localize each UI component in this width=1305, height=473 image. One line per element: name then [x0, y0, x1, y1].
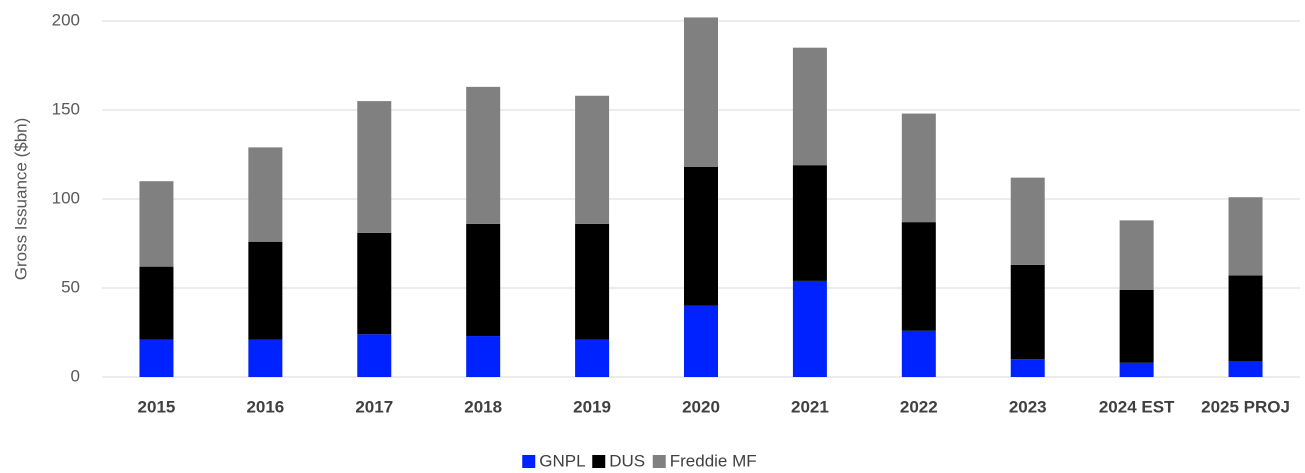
- bar-segment: [139, 339, 174, 377]
- bar-segment: [1228, 275, 1263, 361]
- x-tick-label: 2019: [573, 397, 611, 416]
- x-tick-label: 2018: [464, 397, 502, 416]
- bar-segment: [248, 339, 283, 377]
- bar-segment: [466, 86, 501, 224]
- legend-swatch: [652, 455, 666, 468]
- bar-segment: [792, 47, 827, 166]
- bar-segment: [357, 101, 392, 233]
- y-tick-label: 0: [71, 366, 80, 385]
- y-tick-label: 200: [52, 10, 80, 29]
- x-tick-label: 2021: [791, 397, 829, 416]
- bar-segment: [248, 147, 283, 242]
- bar-segment: [1228, 360, 1263, 377]
- bar-segment: [1010, 359, 1045, 377]
- legend-swatch: [592, 455, 606, 468]
- bar-segment: [901, 222, 936, 331]
- bar-segment: [1228, 197, 1263, 276]
- y-axis-label: Gross Issuance ($bn): [11, 118, 30, 281]
- x-tick-label: 2017: [355, 397, 393, 416]
- bar-segment: [792, 165, 827, 281]
- x-tick-label: 2020: [682, 397, 720, 416]
- bar-segment: [139, 266, 174, 340]
- x-tick-label: 2023: [1009, 397, 1047, 416]
- bar-segment: [684, 17, 718, 167]
- bar-segment: [575, 223, 610, 340]
- legend-label: DUS: [609, 451, 645, 470]
- bar-segment: [357, 334, 392, 377]
- bar-segment: [901, 330, 936, 377]
- bar-segment: [466, 336, 501, 377]
- bar-segment: [1010, 177, 1045, 265]
- bar-segment: [1119, 220, 1154, 290]
- bar-segment: [792, 280, 827, 377]
- bar-segment: [466, 223, 501, 337]
- bar-segment: [901, 113, 936, 223]
- y-tick-label: 50: [61, 277, 80, 296]
- bar-segment: [139, 181, 174, 267]
- x-tick-label: 2025 PROJ: [1201, 397, 1290, 416]
- legend-label: Freddie MF: [670, 451, 757, 470]
- bar-segment: [1010, 264, 1045, 360]
- x-tick-label: 2024 EST: [1099, 397, 1175, 416]
- y-tick-label: 150: [52, 99, 80, 118]
- x-tick-label: 2022: [900, 397, 938, 416]
- x-tick-label: 2016: [246, 397, 284, 416]
- legend-label: GNPL: [539, 451, 585, 470]
- legend-swatch: [522, 455, 536, 468]
- bar-segment: [684, 166, 718, 306]
- bar-segment: [248, 241, 283, 340]
- bar-segment: [1119, 289, 1154, 363]
- bar-segment: [575, 339, 610, 377]
- bar-segment: [684, 305, 718, 377]
- x-tick-label: 2015: [138, 397, 176, 416]
- y-tick-label: 100: [52, 188, 80, 207]
- bar-segment: [357, 232, 392, 335]
- bar-segment: [575, 95, 610, 224]
- bar-segment: [1119, 362, 1154, 377]
